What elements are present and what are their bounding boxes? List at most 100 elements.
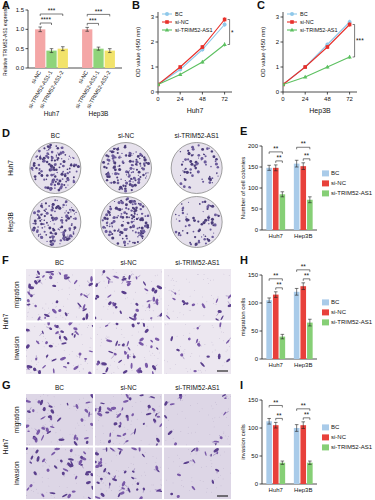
pore (123, 336, 125, 338)
colony (57, 147, 60, 150)
pore (112, 269, 114, 270)
colony (127, 222, 130, 225)
pore (89, 312, 91, 314)
series-line (158, 25, 225, 85)
series-line (283, 25, 350, 85)
pore (116, 327, 118, 329)
cell (48, 415, 52, 419)
cell (206, 356, 210, 358)
colony (144, 165, 146, 167)
cell-process (151, 318, 152, 320)
pore (63, 350, 65, 352)
bar (35, 29, 45, 68)
colony (135, 160, 138, 163)
error-cap (274, 164, 278, 165)
colony (135, 151, 137, 153)
cell (109, 432, 111, 437)
colony (142, 217, 144, 219)
colony (45, 208, 47, 210)
colony (69, 234, 72, 237)
pore (183, 350, 185, 352)
pore (181, 400, 183, 402)
cell-process (26, 397, 28, 401)
colony (42, 176, 43, 177)
colony (65, 236, 67, 238)
micrograph (164, 269, 231, 321)
error-line (269, 418, 270, 424)
colony (49, 189, 51, 191)
cell (26, 328, 30, 332)
significance-label: *** (48, 7, 56, 14)
colony (190, 172, 192, 174)
colony (59, 166, 61, 168)
pore (173, 429, 175, 431)
pore (34, 325, 36, 327)
pore (161, 271, 162, 273)
cell-process (228, 301, 230, 305)
pore (43, 335, 45, 337)
colony (65, 215, 68, 218)
colony (73, 231, 75, 233)
pore (83, 416, 85, 418)
colony (35, 167, 37, 169)
colony (56, 178, 58, 180)
series-line (158, 45, 225, 85)
group-label: Hep3B (89, 110, 109, 118)
pore (121, 394, 123, 395)
legend-marker (290, 12, 294, 16)
pore (151, 281, 153, 283)
pore (78, 323, 80, 325)
pore (75, 289, 77, 291)
pore (116, 366, 118, 368)
cell-process (102, 272, 104, 276)
cell (26, 344, 30, 350)
cell (47, 323, 50, 326)
pore (85, 430, 87, 432)
cell-process (85, 359, 86, 362)
y-tick (26, 10, 29, 11)
colony (138, 178, 140, 180)
colony (207, 216, 210, 219)
pore (53, 396, 55, 398)
colony (211, 223, 213, 225)
colony (74, 229, 75, 230)
cell (51, 308, 57, 314)
bar (280, 337, 286, 359)
cell-process (76, 332, 77, 334)
row-label: migration (13, 281, 21, 308)
colony (140, 154, 142, 156)
colony (214, 213, 217, 216)
pore (44, 424, 46, 426)
colony (49, 236, 51, 238)
cells (164, 394, 231, 446)
bar-panel: I050100150invasion cellsHuh7Hep3BBCsi-NC… (240, 379, 373, 493)
pore (60, 429, 62, 431)
cell (219, 436, 223, 440)
y-tick (260, 484, 263, 485)
colony (124, 185, 126, 187)
colony (51, 233, 52, 234)
colony (111, 222, 113, 224)
colony (142, 238, 143, 239)
pore (187, 426, 189, 428)
cell-process (228, 337, 231, 341)
error-line (303, 163, 304, 170)
point (178, 72, 182, 76)
cell (73, 441, 78, 446)
colony (65, 202, 66, 203)
error-line (296, 425, 297, 432)
colony (208, 215, 209, 216)
colony (61, 217, 62, 218)
cell-process (220, 324, 221, 326)
colony (191, 146, 194, 149)
colony (66, 178, 69, 181)
colony (217, 176, 218, 177)
colony (133, 177, 136, 180)
pore (179, 312, 181, 314)
row-label: Hep3B (7, 212, 15, 232)
cell-process (111, 354, 115, 358)
series-line (283, 22, 350, 85)
pore (62, 317, 64, 319)
colony (43, 219, 45, 221)
colony (70, 157, 71, 158)
